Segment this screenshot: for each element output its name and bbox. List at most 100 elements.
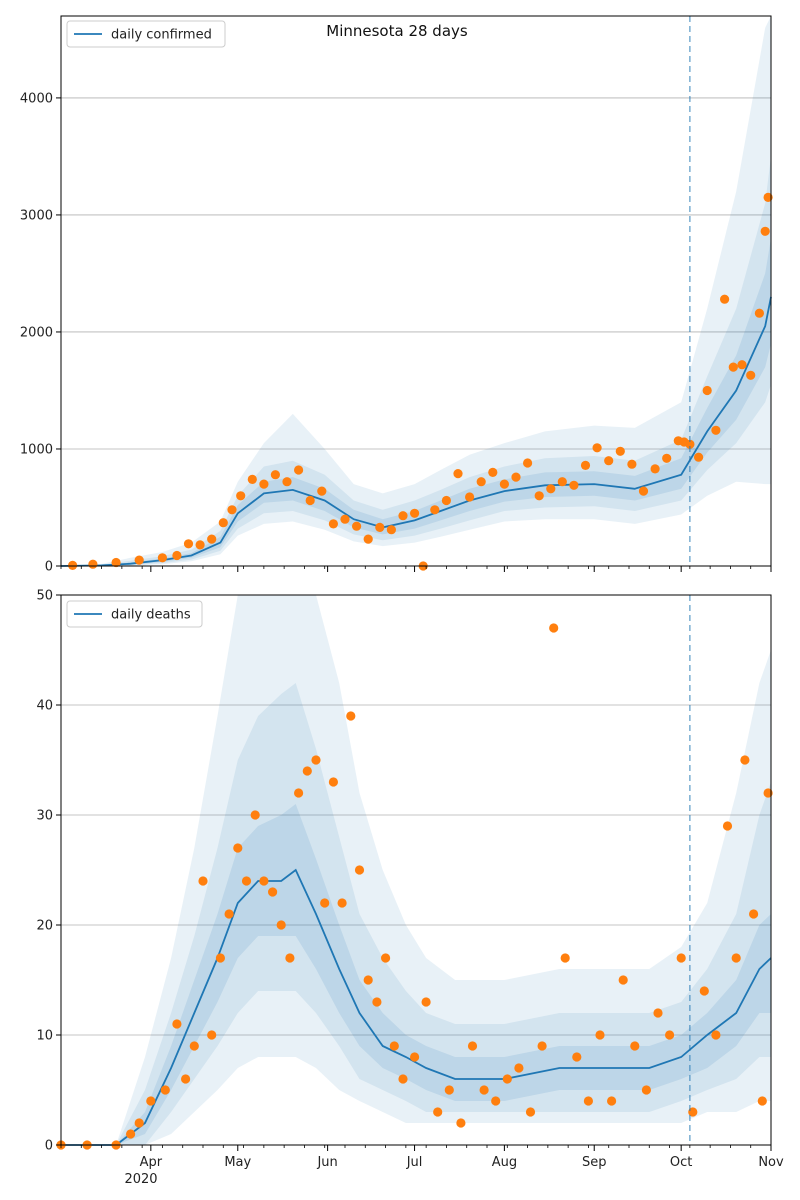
confirmed-observed-point <box>340 514 350 524</box>
x-tick-label: Apr <box>140 1155 163 1170</box>
deaths-observed-point <box>537 1041 547 1051</box>
x-tick-label: Aug <box>492 1155 517 1170</box>
confirmed-legend-label: daily confirmed <box>111 28 212 43</box>
deaths-observed-point <box>363 975 373 985</box>
deaths-observed-point <box>259 876 269 886</box>
year-label: 2020 <box>124 1172 157 1187</box>
deaths-band-80 <box>61 683 771 1145</box>
deaths-observed-point <box>181 1074 191 1084</box>
deaths-observed-points <box>56 623 773 1150</box>
confirmed-observed-point <box>763 192 773 202</box>
deaths-observed-point <box>134 1118 144 1128</box>
confirmed-observed-point <box>259 479 269 489</box>
confirmed-observed-point <box>650 464 660 474</box>
deaths-median-path <box>61 868 772 1146</box>
deaths-observed-point <box>337 898 347 908</box>
confirmed-observed-point <box>453 469 463 479</box>
deaths-observed-point <box>126 1129 136 1139</box>
deaths-observed-point <box>146 1096 156 1106</box>
confirmed-observed-point <box>218 518 228 528</box>
confirmed-observed-point <box>410 508 420 518</box>
confirmed-axes-frame <box>60 15 772 567</box>
deaths-observed-point <box>676 953 686 963</box>
confirmed-observed-point <box>728 362 738 372</box>
confirmed-observed-point <box>328 519 338 529</box>
confirmed-median-path <box>60 296 772 567</box>
confirmed-observed-point <box>662 453 672 463</box>
deaths-observed-point <box>560 953 570 963</box>
confirmed-observed-point <box>534 491 544 501</box>
confirmed-observed-point <box>754 308 765 318</box>
confirmed-observed-point <box>352 521 362 531</box>
deaths-axes-border <box>60 594 772 1146</box>
confirmed-observed-point <box>580 460 591 470</box>
deaths-observed-point <box>595 1030 605 1040</box>
confirmed-observed-point <box>720 294 730 304</box>
deaths-band-95 <box>61 595 771 1145</box>
deaths-axes-frame <box>60 594 772 1146</box>
confirmed-observed-point <box>134 555 144 565</box>
deaths-y-tick-label: 10 <box>36 1029 53 1044</box>
deaths-observed-point <box>749 909 759 919</box>
deaths-observed-point <box>699 986 709 996</box>
confirmed-band-80 <box>61 156 771 566</box>
confirmed-observed-point <box>569 480 579 490</box>
confirmed-observed-point <box>685 439 695 449</box>
deaths-y-tick-label: 50 <box>36 589 53 604</box>
confirmed-observed-point <box>247 474 257 484</box>
deaths-observed-point <box>215 953 225 963</box>
confirmed-observed-point <box>441 495 451 506</box>
deaths-observed-point <box>421 997 431 1007</box>
deaths-observed-point <box>583 1096 594 1106</box>
confirmed-observed-point <box>638 486 649 496</box>
deaths-legend-box <box>66 600 203 628</box>
confirmed-observed-point <box>227 505 237 515</box>
confirmed-y-tick-label: 4000 <box>20 91 53 106</box>
deaths-observed-point <box>346 711 356 721</box>
deaths-band-95 <box>61 595 771 1145</box>
confirmed-observed-points <box>68 192 773 571</box>
confirmed-observed-point <box>746 370 756 380</box>
confirmed-observed-point <box>111 557 121 568</box>
deaths-observed-point <box>479 1085 489 1095</box>
confirmed-observed-point <box>172 550 182 561</box>
deaths-observed-point <box>294 788 304 798</box>
confirmed-observed-point <box>68 560 78 571</box>
confirmed-observed-point <box>523 458 533 468</box>
x-tick-label: Sep <box>582 1155 607 1170</box>
deaths-observed-point <box>665 1030 675 1040</box>
deaths-band-50 <box>61 804 771 1145</box>
confirmed-observed-point <box>317 486 327 496</box>
deaths-y-tick-label: 30 <box>36 809 53 824</box>
deaths-median-line <box>61 868 772 1146</box>
deaths-observed-point <box>525 1107 536 1117</box>
deaths-observed-point <box>410 1052 420 1062</box>
deaths-observed-point <box>207 1030 217 1040</box>
deaths-observed-point <box>630 1041 640 1051</box>
confirmed-observed-point <box>760 226 770 236</box>
confirmed-observed-point <box>615 446 625 456</box>
deaths-observed-point <box>711 1030 721 1040</box>
confirmed-observed-point <box>499 479 509 489</box>
confirmed-observed-point <box>207 534 217 544</box>
deaths-observed-point <box>607 1096 617 1106</box>
confirmed-observed-point <box>592 443 602 453</box>
confirmed-median-line <box>60 296 772 567</box>
deaths-observed-point <box>198 876 208 886</box>
confirmed-y-tick-label: 3000 <box>20 208 53 223</box>
deaths-observed-point <box>514 1063 524 1073</box>
chart-title: Minnesota 28 days <box>326 22 468 40</box>
deaths-observed-point <box>250 810 260 820</box>
deaths-observed-point <box>389 1041 399 1051</box>
deaths-observed-point <box>433 1107 443 1117</box>
confirmed-observed-point <box>305 495 315 506</box>
confirmed-band-95 <box>61 16 771 566</box>
deaths-legend: daily deaths <box>66 600 203 628</box>
deaths-observed-point <box>285 953 295 963</box>
deaths-observed-point <box>172 1019 182 1029</box>
confirmed-observed-point <box>157 553 167 563</box>
confirmed-band-80 <box>61 156 771 566</box>
deaths-observed-point <box>354 865 365 875</box>
confirmed-y-tick-label: 0 <box>45 560 53 575</box>
confirmed-observed-point <box>294 465 304 475</box>
